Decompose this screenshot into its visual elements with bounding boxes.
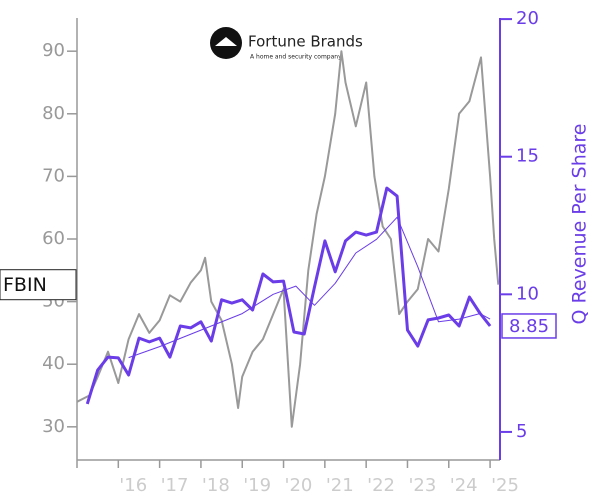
x-tick-label: '19: [243, 475, 271, 496]
ticker-box: [0, 269, 77, 301]
y-tick-label: 30: [42, 416, 65, 437]
y2-tick-label: 20: [516, 8, 539, 29]
x-tick-label: '21: [326, 475, 354, 496]
y2-tick-label: 5: [516, 421, 527, 442]
logo-subtitle: A home and security company: [250, 54, 342, 61]
x-tick-label: '22: [367, 475, 395, 496]
x-tick-label: '24: [450, 475, 478, 496]
x-tick-label: '20: [285, 475, 313, 496]
y-tick-label: 80: [42, 103, 65, 124]
series-line: [76, 50, 500, 428]
x-tick-label: '23: [408, 475, 436, 496]
y-tick-label: 70: [42, 165, 65, 186]
y2-tick-label: 15: [516, 146, 539, 167]
last-value-label: 8.85: [509, 316, 549, 337]
logo: Fortune Brands A home and security compa…: [210, 27, 363, 61]
logo-title: Fortune Brands: [248, 33, 363, 51]
x-tick-label: '25: [491, 475, 519, 496]
y-tick-label: 90: [42, 40, 65, 61]
x-tick-label: '17: [161, 475, 189, 496]
ticker-label: FBIN: [3, 274, 47, 296]
x-tick-label: '16: [119, 475, 147, 496]
last-value-box: [501, 313, 557, 339]
series-line: [85, 186, 492, 405]
y2-tick-label: 10: [516, 283, 539, 304]
y-tick-label: 40: [42, 353, 65, 374]
y2-axis-label: Q Revenue Per Share: [569, 124, 591, 325]
y-tick-label: 60: [42, 228, 65, 249]
x-tick-label: '18: [202, 475, 230, 496]
logo-roof: [215, 37, 237, 46]
series-line: [128, 216, 491, 359]
